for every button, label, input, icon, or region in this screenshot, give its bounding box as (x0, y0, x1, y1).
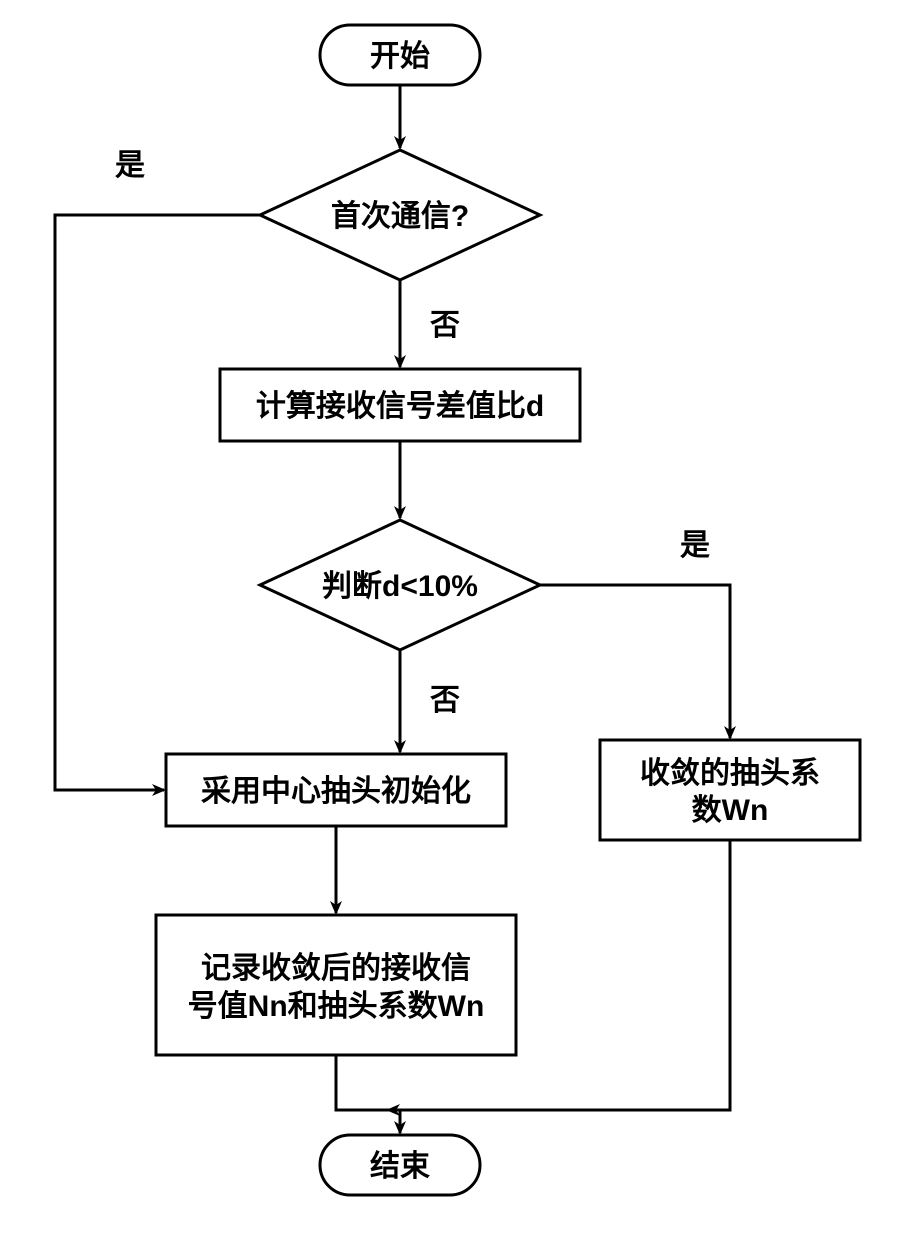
q2-label: 判断d<10% (322, 570, 478, 603)
q2-yes-label: 是 (680, 529, 710, 562)
start-label: 开始 (370, 40, 430, 73)
end-label: 结束 (370, 1150, 430, 1183)
edge-p4-merge (336, 1055, 400, 1110)
p4-line2: 号值Nn和抽头系数Wn (188, 990, 485, 1023)
process-record-nn-wn: 记录收敛后的接收信 号值Nn和抽头系数Wn (156, 915, 516, 1055)
end-node: 结束 (320, 1135, 480, 1195)
p1-label: 计算接收信号差值比d (256, 389, 544, 423)
q2-no-label: 否 (430, 684, 460, 717)
p2-label: 采用中心抽头初始化 (201, 775, 471, 808)
p4-line1: 记录收敛后的接收信 (201, 951, 471, 985)
start-node: 开始 (320, 25, 480, 85)
process-calc-d: 计算接收信号差值比d (220, 369, 580, 441)
process-center-tap-init: 采用中心抽头初始化 (166, 754, 506, 826)
decision-first-comm: 首次通信? (260, 150, 540, 280)
decision-d-lt-10: 判断d<10% (260, 520, 540, 650)
process-converged-wn: 收敛的抽头系 数Wn (600, 740, 860, 840)
edge-q2-p3 (540, 585, 730, 738)
p3-line2: 数Wn (692, 794, 769, 827)
p3-line1: 收敛的抽头系 (640, 756, 820, 790)
q1-yes-label: 是 (115, 149, 145, 182)
q1-label: 首次通信? (331, 200, 469, 233)
edge-q1-p2 (55, 215, 260, 790)
q1-no-label: 否 (430, 309, 460, 342)
